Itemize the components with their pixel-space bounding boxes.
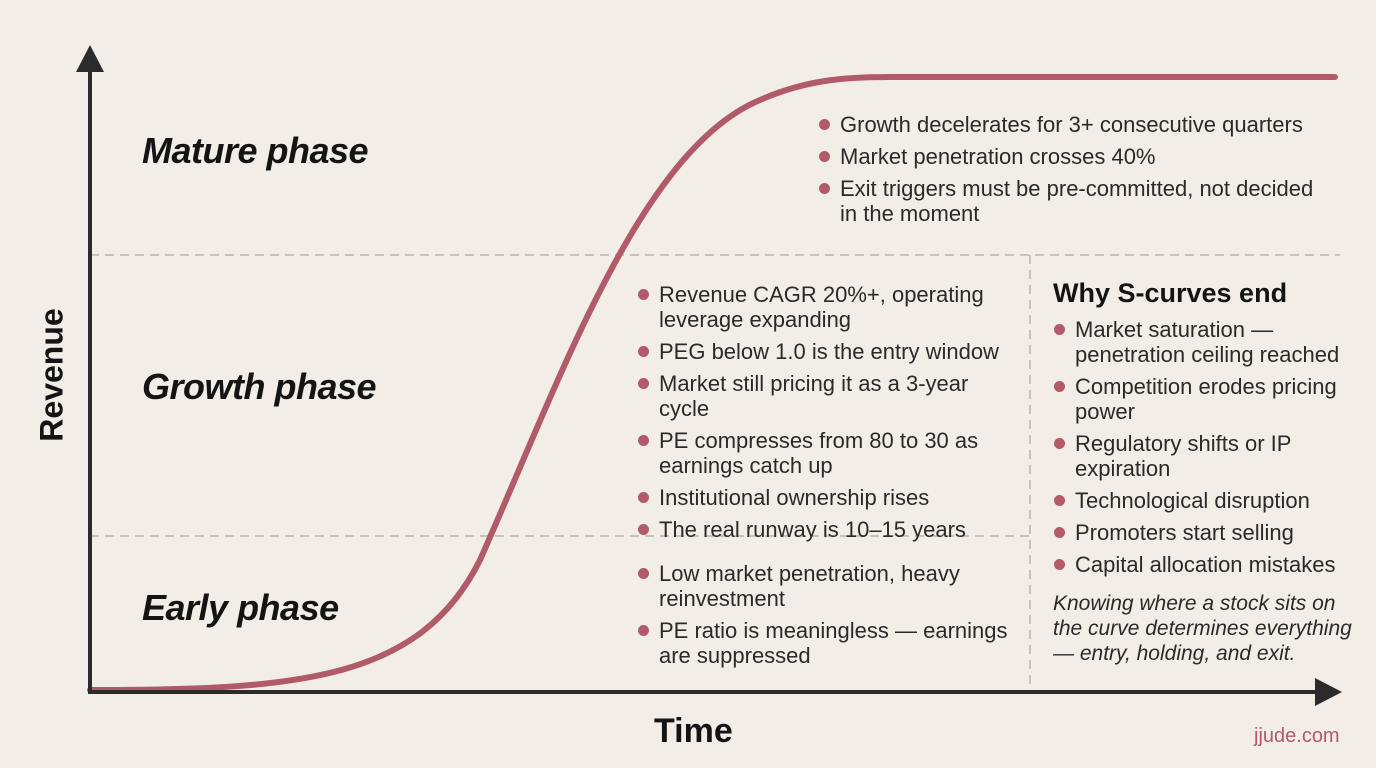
list-item: Market still pricing it as a 3-year cycl…: [637, 371, 1022, 421]
mature-phase-label: Mature phase: [142, 130, 369, 171]
list-item: Exit triggers must be pre-committed, not…: [818, 176, 1318, 226]
list-item: Market saturation — penetration ceiling …: [1053, 317, 1363, 367]
early-phase-list: Low market penetration, heavy reinvestme…: [637, 561, 1022, 675]
early-phase-label: Early phase: [142, 587, 339, 628]
list-item: Technological disruption: [1053, 488, 1363, 513]
list-item: Capital allocation mistakes: [1053, 552, 1363, 577]
why-s-curves-end-note: Knowing where a stock sits on the curve …: [1053, 592, 1352, 665]
s-curve: [87, 74, 1338, 693]
list-item: PEG below 1.0 is the entry window: [637, 339, 1022, 364]
site-credit: jjude.com: [1254, 725, 1340, 747]
list-item: PE compresses from 80 to 30 as earnings …: [637, 428, 1022, 478]
list-item: Institutional ownership rises: [637, 485, 1022, 510]
list-item: Revenue CAGR 20%+, operating leverage ex…: [637, 282, 1022, 332]
y-axis-arrow-icon: [76, 45, 104, 72]
list-item: Promoters start selling: [1053, 520, 1363, 545]
why-s-curves-end-list: Market saturation — penetration ceiling …: [1053, 317, 1363, 584]
y-axis-label: Revenue: [33, 308, 70, 442]
list-item: PE ratio is meaningless — earnings are s…: [637, 618, 1022, 668]
list-item: Growth decelerates for 3+ consecutive qu…: [818, 112, 1318, 137]
list-item: Low market penetration, heavy reinvestme…: [637, 561, 1022, 611]
list-item: Competition erodes pricing power: [1053, 374, 1363, 424]
growth-phase-label: Growth phase: [142, 366, 377, 407]
why-s-curves-end-title: Why S-curves end: [1053, 278, 1288, 308]
mature-phase-list: Growth decelerates for 3+ consecutive qu…: [818, 112, 1318, 233]
list-item: Regulatory shifts or IP expiration: [1053, 431, 1363, 481]
x-axis-arrow-icon: [1315, 678, 1342, 706]
list-item: The real runway is 10–15 years: [637, 517, 1022, 542]
x-axis-label: Time: [654, 712, 733, 750]
growth-phase-list: Revenue CAGR 20%+, operating leverage ex…: [637, 282, 1022, 549]
list-item: Market penetration crosses 40%: [818, 144, 1318, 169]
